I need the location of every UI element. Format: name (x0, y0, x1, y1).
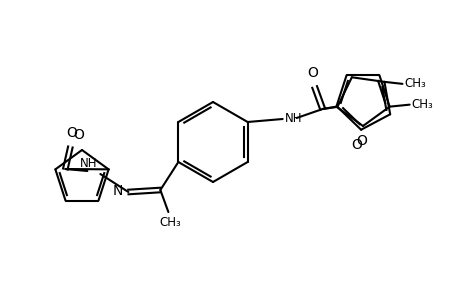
Text: N: N (113, 184, 123, 198)
Text: CH₃: CH₃ (411, 98, 432, 111)
Text: O: O (73, 128, 84, 142)
Text: O: O (351, 138, 362, 152)
Text: O: O (356, 134, 367, 148)
Text: NH: NH (80, 157, 97, 170)
Text: O: O (66, 126, 77, 140)
Text: CH₃: CH₃ (403, 77, 425, 90)
Text: NH: NH (284, 112, 302, 124)
Text: O: O (307, 66, 317, 80)
Text: CH₃: CH₃ (159, 216, 181, 229)
